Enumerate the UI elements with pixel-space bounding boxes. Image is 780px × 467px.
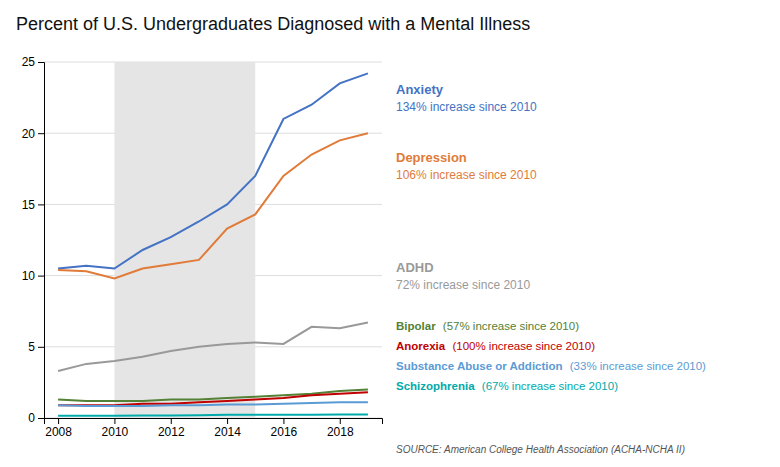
x-tick-mark xyxy=(340,418,341,424)
y-tick: 25 xyxy=(22,55,44,69)
series-label-line: Substance Abuse or Addiction (33% increa… xyxy=(396,360,706,372)
x-tick: 2014 xyxy=(214,418,241,439)
y-tick-mark xyxy=(38,418,44,419)
x-tick-label: 2018 xyxy=(327,425,354,439)
series-annotation: 72% increase since 2010 xyxy=(396,278,530,292)
series-annotation: 134% increase since 2010 xyxy=(396,100,537,114)
y-tick-mark xyxy=(38,204,44,205)
y-tick-mark xyxy=(38,347,44,348)
shaded-region xyxy=(114,62,255,418)
y-tick: 15 xyxy=(22,198,44,212)
y-tick: 10 xyxy=(22,269,44,283)
series-label: Schizophrenia xyxy=(396,380,475,392)
y-tick: 0 xyxy=(28,411,44,425)
series-annotation: (33% increase since 2010) xyxy=(567,360,707,372)
series-label: ADHD xyxy=(396,260,434,275)
x-tick-mark xyxy=(171,418,172,424)
series-line xyxy=(58,323,368,371)
y-tick-label: 20 xyxy=(22,127,36,141)
title: Percent of U.S. Undergraduates Diagnosed… xyxy=(16,14,530,34)
series-label-line: Anorexia (100% increase since 2010) xyxy=(396,340,595,352)
y-tick-label: 15 xyxy=(22,198,36,212)
x-tick: 2016 xyxy=(271,418,298,439)
chart: Percent of U.S. Undergraduates Diagnosed… xyxy=(0,0,780,467)
series-line xyxy=(58,402,368,406)
y-tick-label: 5 xyxy=(28,340,35,354)
x-tick-label: 2010 xyxy=(102,425,129,439)
x-tick-mark xyxy=(227,418,228,424)
series-annotation: (100% increase since 2010) xyxy=(449,340,595,352)
y-tick-label: 0 xyxy=(28,411,35,425)
series-label: Substance Abuse or Addiction xyxy=(396,360,563,372)
y-tick-mark xyxy=(38,276,44,277)
series-label: Bipolar xyxy=(396,320,436,332)
y-tick-label: 25 xyxy=(22,55,36,69)
series-label: Depression xyxy=(396,150,467,165)
series-label-line: Bipolar (57% increase since 2010) xyxy=(396,320,579,332)
series-annotation: (67% increase since 2010) xyxy=(479,380,619,392)
x-tick-label: 2014 xyxy=(214,425,241,439)
series-line xyxy=(58,392,368,405)
series-labels: Anxiety 134% increase since 2010 Depressio… xyxy=(396,82,706,392)
series-line xyxy=(58,73,368,268)
x-tick-mark xyxy=(58,418,59,424)
series-line xyxy=(58,133,368,278)
series-annotation: (57% increase since 2010) xyxy=(440,320,580,332)
grid xyxy=(44,62,382,418)
y-axis: 0 5 10 15 20 25 xyxy=(22,55,45,425)
x-tick: 2008 xyxy=(45,418,72,439)
x-tick-mark xyxy=(283,418,284,424)
background xyxy=(0,0,780,467)
x-tick: 2018 xyxy=(327,418,354,439)
x-tick: 2012 xyxy=(158,418,185,439)
series-line xyxy=(58,414,368,415)
y-tick: 20 xyxy=(22,127,44,141)
x-axis-line xyxy=(45,419,383,425)
series-annotation: 106% increase since 2010 xyxy=(396,168,537,182)
source: SOURCE: American College Health Associat… xyxy=(396,444,685,455)
x-tick: 2010 xyxy=(102,418,129,439)
x-tick-label: 2012 xyxy=(158,425,185,439)
series-label: Anorexia xyxy=(396,340,446,352)
series-label-line: Schizophrenia (67% increase since 2010) xyxy=(396,380,618,392)
x-tick-label: 2008 xyxy=(45,425,72,439)
x-tick-label: 2016 xyxy=(271,425,298,439)
series-label: Anxiety xyxy=(396,82,444,97)
y-tick-mark xyxy=(38,62,44,63)
y-tick-label: 10 xyxy=(22,269,36,283)
y-axis-line xyxy=(38,63,45,419)
plot-area xyxy=(58,62,368,418)
x-tick-mark xyxy=(114,418,115,424)
y-tick-mark xyxy=(38,133,44,134)
y-tick: 5 xyxy=(28,340,44,354)
x-axis: 2008 2010 2012 2014 2016 2018 xyxy=(45,418,383,439)
